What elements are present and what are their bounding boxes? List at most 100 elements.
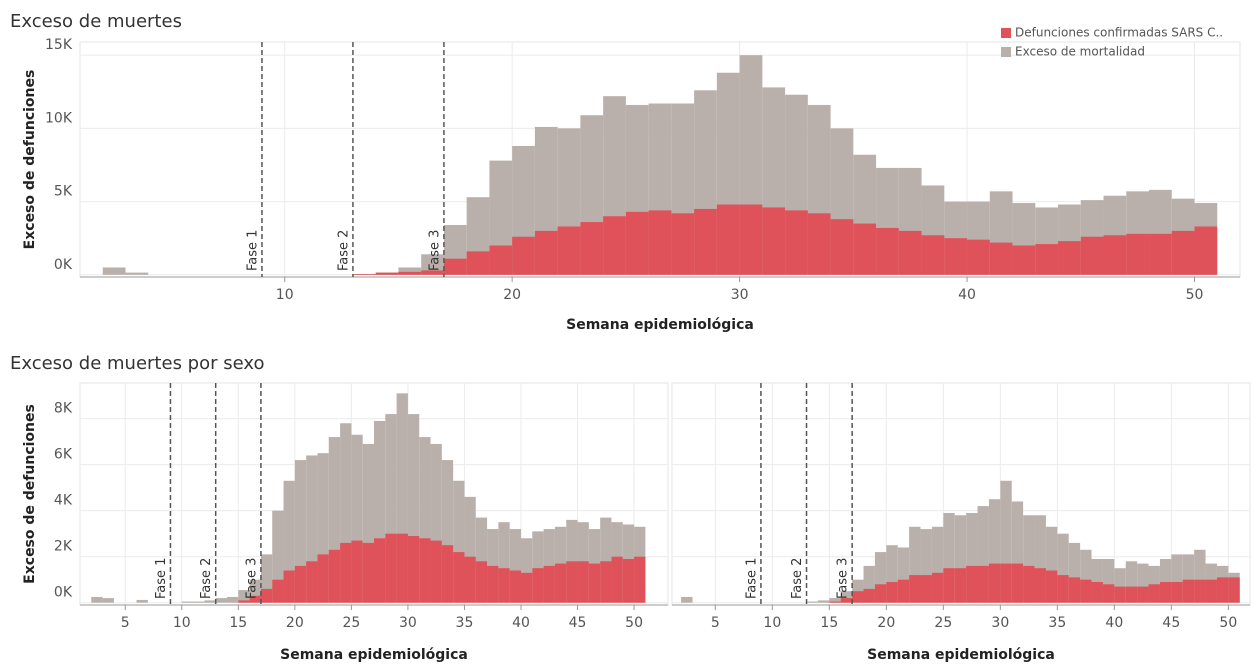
x-tick-label: 10 [763, 615, 781, 631]
bar [238, 600, 250, 603]
bar [1103, 235, 1127, 275]
bar [897, 547, 910, 603]
bar [464, 496, 476, 603]
bar [806, 601, 818, 603]
bar [600, 517, 612, 603]
bar [954, 568, 967, 603]
x-tick-label: 40 [958, 287, 976, 303]
y-tick-label: 0K [54, 585, 73, 601]
bar [625, 211, 649, 275]
x-tick-label: 15 [820, 615, 838, 631]
legend-swatch [1001, 28, 1011, 38]
y-tick-label: 4K [54, 493, 73, 509]
bar [1182, 579, 1195, 603]
bar [1126, 233, 1150, 275]
x-tick-label: 50 [1219, 615, 1237, 631]
bar [716, 204, 740, 275]
bar [398, 267, 422, 275]
bar [785, 210, 808, 275]
bar [464, 556, 476, 603]
bar [398, 271, 422, 275]
bar [532, 531, 544, 603]
bar [1114, 586, 1126, 603]
bar [1068, 542, 1081, 603]
x-tick-label: 30 [731, 287, 749, 303]
x-tick-label: 50 [1186, 287, 1204, 303]
bar [886, 581, 898, 603]
bar [853, 223, 877, 275]
bar [829, 601, 841, 603]
bar [421, 254, 444, 275]
x-tick-label: 50 [625, 615, 643, 631]
x-tick-label: 20 [286, 615, 304, 631]
bar [1045, 570, 1058, 603]
x-tick-label: 40 [512, 615, 530, 631]
bar [328, 549, 341, 603]
bar [351, 540, 363, 603]
bar [487, 565, 499, 603]
bar [863, 565, 875, 603]
bar [407, 414, 420, 603]
bar [600, 561, 612, 603]
bar [260, 588, 273, 603]
bar [1102, 584, 1115, 603]
bar [396, 393, 408, 603]
bar [1068, 577, 1081, 603]
bar [577, 561, 589, 603]
phase-label: Fase 1 [744, 558, 759, 599]
bar [671, 213, 695, 275]
bar [1137, 563, 1149, 603]
bar [829, 598, 841, 603]
bar [954, 515, 967, 603]
bar [931, 526, 944, 603]
bar [943, 512, 955, 603]
bar [603, 216, 626, 275]
bar [125, 272, 149, 275]
bar [1035, 244, 1059, 275]
bar [1011, 501, 1024, 603]
bar [622, 558, 635, 603]
bar [430, 540, 442, 603]
bar [966, 565, 978, 603]
bar [375, 272, 399, 275]
x-tick-label: 5 [121, 615, 130, 631]
chart-title: Exceso de muertes por sexo [10, 353, 264, 374]
bar [694, 208, 717, 275]
bar [102, 598, 114, 603]
bar [931, 572, 944, 603]
bar [898, 230, 922, 275]
bar [272, 579, 284, 603]
bar [840, 591, 853, 603]
bar [136, 599, 148, 603]
bar [498, 568, 510, 603]
bar [977, 565, 989, 603]
bar [876, 227, 899, 275]
bar [227, 596, 239, 603]
bar [1045, 526, 1058, 603]
bar [648, 210, 672, 275]
bar [1034, 515, 1046, 603]
bar [317, 453, 329, 603]
bar [509, 570, 521, 603]
bar [385, 533, 397, 603]
bar [588, 563, 601, 603]
bar [874, 584, 887, 603]
bar [1148, 565, 1160, 603]
bar [634, 556, 646, 603]
bar [1125, 586, 1138, 603]
bar [351, 434, 363, 603]
phase-label: Fase 1 [154, 558, 169, 599]
bar [352, 274, 376, 275]
bar [441, 545, 454, 603]
y-tick-label: 2K [54, 539, 73, 555]
legend-swatch [1001, 47, 1011, 57]
phase-label: Fase 3 [244, 558, 259, 599]
bar [817, 600, 830, 603]
bar [204, 600, 216, 603]
y-tick-label: 6K [54, 447, 73, 463]
phase-label: Fase 3 [836, 558, 851, 599]
bar [306, 561, 318, 603]
bar [1000, 563, 1012, 603]
bar [283, 480, 295, 603]
bar [1023, 565, 1035, 603]
